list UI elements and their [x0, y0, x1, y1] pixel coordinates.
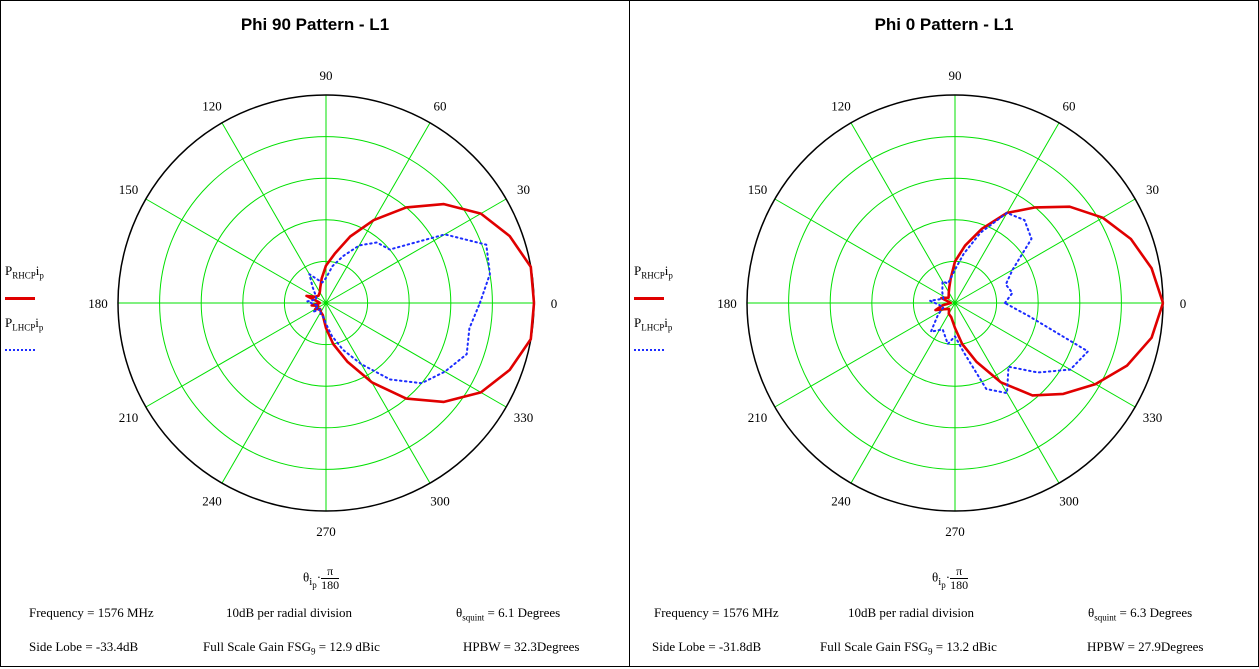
angle-tick-label: 300: [430, 493, 450, 508]
legend-swatch-lhcp: [5, 349, 35, 351]
scale-text: 10dB per radial division: [848, 605, 975, 620]
angle-tick-label: 60: [1063, 99, 1076, 114]
grid-spoke: [325, 302, 431, 484]
polar-plot: 0 30 60 90 120 150 180 210 240 270 300 330: [717, 68, 1187, 539]
angle-tick-label: 180: [717, 296, 737, 311]
angle-tick-label: 210: [748, 410, 768, 425]
grid-spoke: [221, 122, 327, 304]
grid-spoke: [954, 302, 1060, 484]
legend-swatch-lhcp: [634, 349, 664, 351]
legend-label-lhcp: PLHCPip: [634, 315, 673, 333]
grid-spoke: [325, 302, 507, 408]
series-rhcp-line: [305, 202, 536, 404]
angle-tick-label: 240: [202, 493, 222, 508]
grid-ring: [283, 260, 369, 346]
legend-swatch-rhcp: [5, 297, 35, 300]
series-lhcp-line: [929, 211, 1089, 395]
angle-axis-label: θip· π 180: [303, 564, 340, 592]
grid-ring: [788, 136, 1122, 470]
series-rhcp-line: [934, 205, 1165, 397]
angle-tick-label: 270: [316, 524, 336, 539]
grid-ring: [829, 177, 1081, 429]
angle-tick-label: 30: [517, 182, 530, 197]
chart-title: Phi 90 Pattern - L1: [240, 15, 390, 34]
squint-text: θsquint = 6.3 Degrees: [1088, 605, 1193, 623]
angle-tick-label: 90: [320, 68, 333, 83]
legend-label-rhcp: PRHCPip: [5, 263, 44, 281]
fsg-text: Full Scale Gain FSG9 = 12.9 dBic: [203, 639, 380, 657]
grid-spoke: [221, 302, 327, 484]
angle-tick-label: 0: [551, 296, 558, 311]
sidelobe-text: Side Lobe = -31.8dB: [652, 639, 762, 654]
polar-plot: 0 30 60 90 120 150 180 210 240 270 300 330: [88, 68, 558, 539]
angle-axis-label: θip· π 180: [932, 564, 969, 592]
angle-tick-label: 150: [119, 182, 139, 197]
scale-text: 10dB per radial division: [226, 605, 353, 620]
polar-chart-panel-phi90: Phi 90 Pattern - L1 0 30 60 90 120 150 180 210 2…: [0, 0, 630, 667]
angle-tick-label: 120: [202, 99, 222, 114]
grid-ring: [159, 136, 493, 470]
grid-spoke: [850, 302, 956, 484]
grid-spoke: [850, 122, 956, 304]
grid-spoke: [145, 198, 327, 304]
angle-tick-label: 60: [434, 99, 447, 114]
grid-ring: [871, 219, 1039, 387]
hpbw-text: HPBW = 27.9Degrees: [1087, 639, 1204, 654]
legend-label-rhcp: PRHCPip: [634, 263, 673, 281]
angle-tick-label: 0: [1180, 296, 1187, 311]
frequency-text: Frequency = 1576 MHz: [29, 605, 154, 620]
angle-tick-label: 30: [1146, 182, 1159, 197]
hpbw-text: HPBW = 32.3Degrees: [463, 639, 580, 654]
grid-spoke: [325, 198, 507, 304]
grid-ring: [242, 219, 410, 387]
angle-tick-label: 150: [748, 182, 768, 197]
angle-tick-label: 270: [945, 524, 965, 539]
sidelobe-text: Side Lobe = -33.4dB: [29, 639, 139, 654]
grid-spoke: [774, 302, 956, 408]
angle-tick-label: 300: [1059, 493, 1079, 508]
fsg-text: Full Scale Gain FSG9 = 13.2 dBic: [820, 639, 997, 657]
squint-text: θsquint = 6.1 Degrees: [456, 605, 561, 623]
legend-label-lhcp: PLHCPip: [5, 315, 44, 333]
grid-ring: [200, 177, 452, 429]
grid-spoke: [145, 302, 327, 408]
legend-swatch-rhcp: [634, 297, 664, 300]
angle-tick-label: 90: [949, 68, 962, 83]
grid-spoke: [774, 198, 956, 304]
polar-chart-panel-phi0: Phi 0 Pattern - L1 0 30 60 90 120 150 180 210 24…: [629, 0, 1259, 667]
angle-tick-label: 120: [831, 99, 851, 114]
grid-spoke: [954, 302, 1136, 408]
grid-spoke: [325, 122, 431, 304]
angle-tick-label: 210: [119, 410, 139, 425]
angle-tick-label: 330: [1143, 410, 1163, 425]
angle-tick-label: 240: [831, 493, 851, 508]
angle-tick-label: 180: [88, 296, 108, 311]
frequency-text: Frequency = 1576 MHz: [654, 605, 779, 620]
angle-tick-label: 330: [514, 410, 534, 425]
chart-title: Phi 0 Pattern - L1: [874, 15, 1014, 34]
series-lhcp-line: [306, 233, 491, 385]
grid-spoke: [954, 198, 1136, 304]
